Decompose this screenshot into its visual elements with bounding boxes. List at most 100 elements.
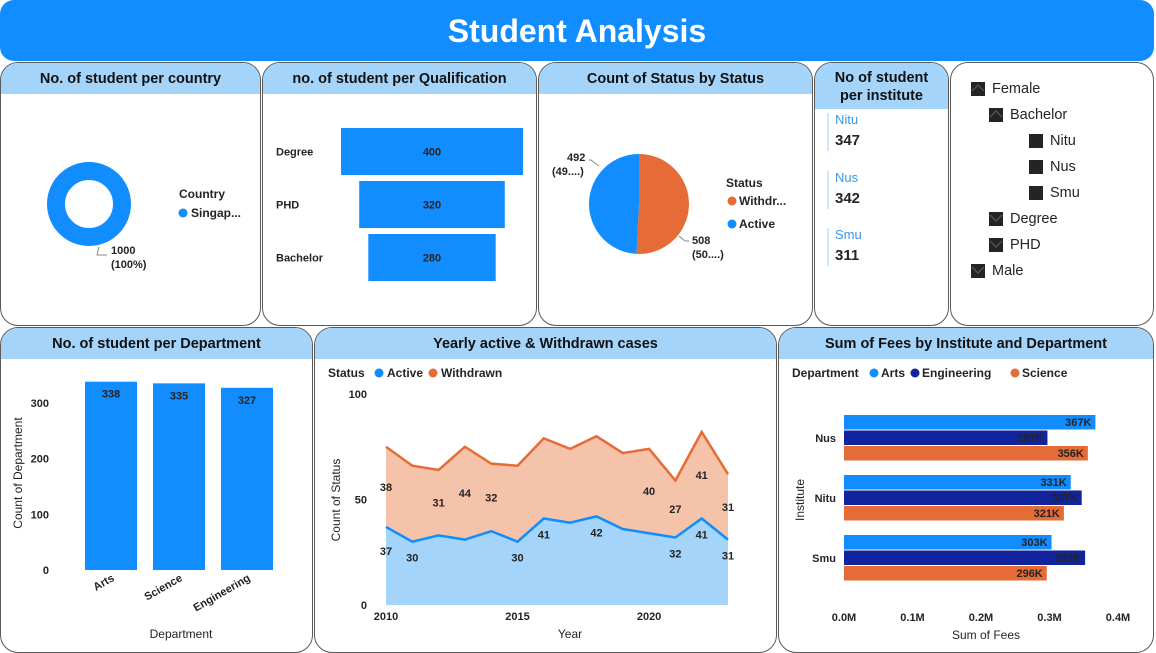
legend-item: Engineering bbox=[922, 366, 991, 380]
funnel-bar bbox=[359, 181, 505, 228]
department-card-title: No. of student per Department bbox=[1, 328, 312, 359]
legend-title: Status bbox=[328, 366, 365, 380]
country-card-title: No. of student per country bbox=[1, 63, 260, 94]
qualification-funnel-chart[interactable]: 400 Degree 320 PHD 280 Bachelor bbox=[263, 63, 537, 326]
data-label: 37 bbox=[380, 546, 392, 558]
x-tick-label: 2020 bbox=[637, 611, 661, 623]
data-label: 335 bbox=[170, 390, 188, 402]
data-label: 508 bbox=[692, 235, 710, 247]
tree-item-phd[interactable]: PHD bbox=[989, 237, 1041, 253]
kpi-label: Nus bbox=[835, 170, 859, 185]
bar bbox=[844, 475, 1071, 490]
category-label: Bachelor bbox=[276, 253, 324, 265]
chevron-up-icon[interactable] bbox=[971, 81, 985, 95]
leader-line bbox=[678, 235, 689, 242]
data-label: 41 bbox=[538, 529, 550, 541]
country-donut-chart[interactable]: 1000 (100%) Country Singap... bbox=[1, 63, 261, 326]
department-card[interactable]: No. of student per Department 0 100 200 300… bbox=[0, 327, 313, 653]
institute-title-line2: per institute bbox=[840, 88, 923, 104]
data-label: 280 bbox=[423, 253, 441, 265]
tree-item-label: Nus bbox=[1050, 159, 1076, 175]
chevron-down-icon[interactable] bbox=[989, 237, 1003, 251]
legend-marker bbox=[727, 196, 737, 206]
legend-item: Arts bbox=[881, 366, 905, 380]
tree-item-degree[interactable]: Degree bbox=[989, 211, 1058, 227]
kpi-nitu: Nitu 347 bbox=[835, 112, 860, 149]
tree-item-label: Male bbox=[992, 263, 1024, 279]
status-pie-chart[interactable]: 492 (49....) 508 (50....) Status Withdr... Act… bbox=[539, 63, 813, 326]
checkbox-icon[interactable] bbox=[1029, 186, 1043, 200]
y-tick-label: 0 bbox=[43, 565, 49, 577]
bar bbox=[844, 566, 1047, 581]
line-active bbox=[385, 515, 729, 544]
data-label: 296K bbox=[1016, 568, 1042, 580]
data-label: 367K bbox=[1065, 417, 1091, 429]
checkbox-icon[interactable] bbox=[989, 238, 1003, 252]
data-label: 331K bbox=[1040, 477, 1066, 489]
data-label: 338 bbox=[102, 389, 120, 401]
y-tick-label: 0 bbox=[361, 600, 367, 612]
country-card[interactable]: No. of student per country 1000 (100%) Cou… bbox=[0, 62, 261, 326]
hierarchy-slicer-card[interactable]: Female Bachelor Nitu Nus Smu Degree PHD Male bbox=[950, 62, 1154, 326]
data-label: 30 bbox=[406, 553, 418, 565]
chevron-down-icon[interactable] bbox=[971, 263, 985, 277]
legend-marker bbox=[910, 368, 920, 378]
checkbox-icon[interactable] bbox=[989, 108, 1003, 122]
x-tick-label: 0.1M bbox=[900, 612, 924, 624]
kpi-nus: Nus 342 bbox=[835, 170, 860, 207]
y-axis-title: Count of Department bbox=[11, 417, 25, 529]
data-label: 303K bbox=[1021, 537, 1047, 549]
bar bbox=[844, 535, 1052, 550]
checkbox-icon[interactable] bbox=[971, 264, 985, 278]
tree-item-nitu[interactable]: Nitu bbox=[1029, 133, 1076, 149]
pie-slice bbox=[589, 154, 639, 254]
chevron-down-icon[interactable] bbox=[989, 211, 1003, 225]
legend-item: Withdr... bbox=[739, 194, 786, 208]
status-card[interactable]: Count of Status by Status 492 (49....) 508… bbox=[538, 62, 813, 326]
y-tick-label: 100 bbox=[31, 509, 49, 521]
data-label: 31 bbox=[722, 502, 734, 514]
data-label: 1000 bbox=[111, 245, 135, 257]
tree-item-male[interactable]: Male bbox=[971, 263, 1023, 279]
institute-card-title: No of student per institute bbox=[815, 63, 948, 109]
data-label: 32 bbox=[485, 492, 497, 504]
legend-title: Department bbox=[792, 366, 859, 380]
data-label: 352K bbox=[1055, 553, 1081, 565]
data-label: 44 bbox=[459, 488, 472, 500]
department-bar-chart[interactable]: 0 100 200 300 338 Arts 335 Science 327 Engineerin… bbox=[1, 328, 313, 653]
checkbox-icon[interactable] bbox=[1029, 134, 1043, 148]
tree-item-smu[interactable]: Smu bbox=[1029, 185, 1080, 201]
data-label: 31 bbox=[432, 498, 444, 510]
x-tick-label: Arts bbox=[91, 572, 116, 593]
data-label: (100%) bbox=[111, 259, 147, 271]
data-label: 327 bbox=[238, 395, 256, 407]
leader-line bbox=[96, 246, 107, 256]
funnel-bar bbox=[341, 128, 523, 175]
y-tick-label: 300 bbox=[31, 398, 49, 410]
institute-card[interactable]: No of student per institute Nitu 347 Nus… bbox=[814, 62, 949, 326]
legend-marker bbox=[869, 368, 879, 378]
institute-title-line1: No of student bbox=[834, 70, 929, 86]
data-label: 400 bbox=[423, 147, 441, 159]
pie-slice bbox=[636, 154, 690, 254]
tree-item-bachelor[interactable]: Bachelor bbox=[989, 107, 1067, 123]
fees-card[interactable]: Sum of Fees by Institute and Department … bbox=[778, 327, 1154, 653]
tree-item-female[interactable]: Female bbox=[971, 81, 1040, 97]
yearly-card[interactable]: Yearly active & Withdrawn cases 0 50 100 20… bbox=[314, 327, 777, 653]
chevron-up-icon[interactable] bbox=[989, 107, 1003, 121]
yearly-area-chart[interactable]: 0 50 100 2010 2015 2020 37 30 30 41 42 32 41 31 38 31 44… bbox=[315, 328, 777, 653]
tree-item-label: Female bbox=[992, 81, 1041, 97]
x-tick-label: Science bbox=[142, 572, 184, 603]
tree-item-label: Smu bbox=[1050, 185, 1080, 201]
fees-bar-chart[interactable]: 367K 297K 356K Nus 331K 347K 321K Nitu 303K 352K 2… bbox=[779, 328, 1154, 653]
tree-item-nus[interactable]: Nus bbox=[1029, 159, 1076, 175]
qualification-card[interactable]: no. of student per Qualification 400 Degr… bbox=[262, 62, 537, 326]
legend-title: Country bbox=[179, 187, 225, 201]
data-label: 27 bbox=[669, 504, 681, 516]
checkbox-icon[interactable] bbox=[989, 212, 1003, 226]
status-card-title: Count of Status by Status bbox=[539, 63, 812, 94]
checkbox-icon[interactable] bbox=[971, 82, 985, 96]
legend-marker bbox=[374, 368, 384, 378]
checkbox-icon[interactable] bbox=[1029, 160, 1043, 174]
legend-item: Active bbox=[387, 366, 423, 380]
